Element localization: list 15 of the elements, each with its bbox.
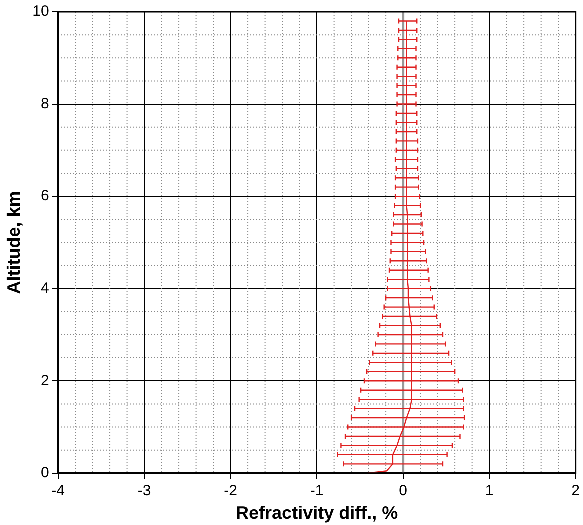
y-tick-label: 2 — [40, 372, 50, 390]
x-tick-label: -2 — [224, 482, 238, 500]
y-tick-label: 8 — [40, 95, 50, 112]
x-tick-label: 0 — [399, 482, 408, 500]
x-axis-title: Refractivity diff., % — [236, 503, 398, 524]
x-tick-label: -1 — [310, 482, 324, 500]
y-tick-label: 4 — [40, 280, 50, 297]
y-axis-title: Altitude, km — [4, 191, 24, 294]
x-tick-label: 1 — [485, 482, 494, 500]
x-tick-label: 2 — [572, 482, 580, 500]
x-tick-label: -4 — [52, 482, 65, 500]
x-tick-label: -3 — [138, 482, 152, 500]
y-tick-label: 10 — [32, 3, 50, 20]
y-tick-label: 6 — [40, 188, 50, 205]
y-tick-label: 0 — [40, 464, 50, 482]
